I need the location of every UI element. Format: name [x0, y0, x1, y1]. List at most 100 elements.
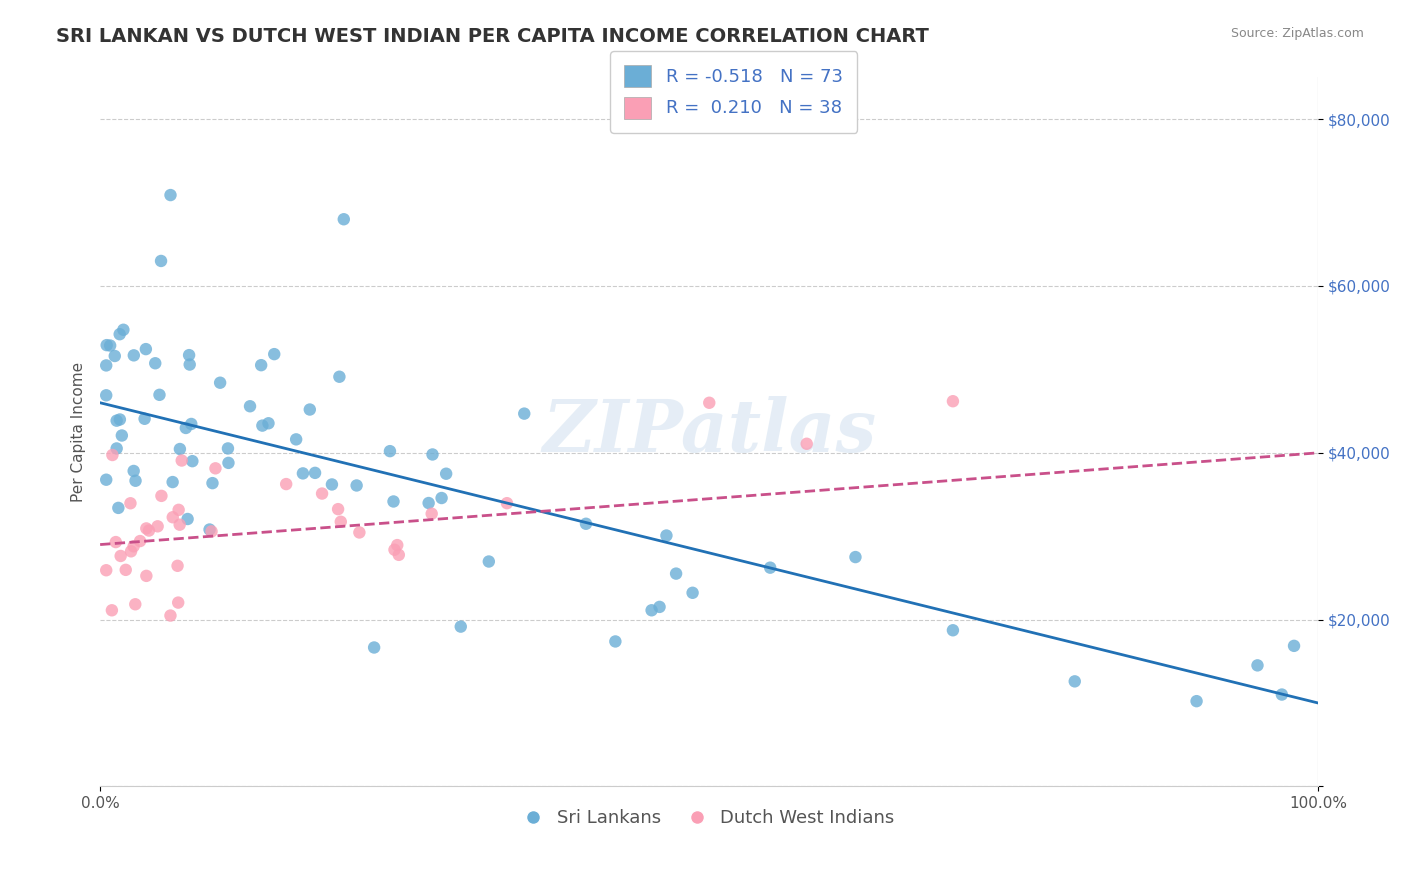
Point: [181, 454, 204, 468]
Point: [159, 188, 181, 202]
Point: [104, 349, 127, 363]
Point: [201, 476, 224, 491]
Point: [759, 560, 782, 574]
Point: [665, 566, 688, 581]
Text: Source: ZipAtlas.com: Source: ZipAtlas.com: [1230, 27, 1364, 40]
Point: [96, 473, 118, 487]
Point: [349, 525, 371, 540]
Point: [605, 634, 627, 648]
Point: [101, 603, 124, 617]
Point: [513, 407, 536, 421]
Legend: Sri Lankans, Dutch West Indians: Sri Lankans, Dutch West Indians: [517, 802, 901, 834]
Point: [942, 394, 965, 409]
Point: [363, 640, 385, 655]
Point: [114, 563, 136, 577]
Point: [176, 512, 198, 526]
Point: [204, 461, 226, 475]
Point: [177, 348, 200, 362]
Point: [107, 500, 129, 515]
Point: [329, 515, 352, 529]
Point: [328, 369, 350, 384]
Point: [159, 608, 181, 623]
Point: [169, 517, 191, 532]
Point: [1063, 674, 1085, 689]
Point: [217, 456, 239, 470]
Point: [180, 417, 202, 431]
Point: [682, 586, 704, 600]
Point: [96, 338, 118, 352]
Point: [143, 356, 166, 370]
Point: [388, 548, 411, 562]
Point: [434, 467, 457, 481]
Point: [129, 534, 152, 549]
Point: [120, 496, 142, 510]
Point: [942, 624, 965, 638]
Point: [655, 528, 678, 542]
Point: [96, 359, 118, 373]
Point: [98, 338, 121, 352]
Point: [640, 603, 662, 617]
Point: [96, 563, 118, 577]
Point: [124, 597, 146, 611]
Point: [108, 412, 131, 426]
Point: [110, 549, 132, 563]
Point: [101, 448, 124, 462]
Point: [146, 519, 169, 533]
Point: [648, 599, 671, 614]
Point: [333, 212, 356, 227]
Point: [122, 539, 145, 553]
Point: [148, 388, 170, 402]
Point: [150, 254, 173, 268]
Point: [430, 491, 453, 505]
Point: [263, 347, 285, 361]
Point: [124, 474, 146, 488]
Point: [96, 388, 118, 402]
Point: [420, 507, 443, 521]
Point: [166, 558, 188, 573]
Point: [378, 444, 401, 458]
Point: [250, 358, 273, 372]
Point: [122, 464, 145, 478]
Point: [276, 477, 298, 491]
Point: [321, 477, 343, 491]
Point: [111, 428, 134, 442]
Point: [496, 496, 519, 510]
Point: [138, 524, 160, 538]
Point: [162, 475, 184, 489]
Point: [120, 544, 142, 558]
Text: ZIPatlas: ZIPatlas: [543, 396, 876, 467]
Point: [304, 466, 326, 480]
Point: [112, 323, 135, 337]
Point: [387, 538, 409, 552]
Point: [135, 569, 157, 583]
Point: [291, 467, 314, 481]
Point: [252, 418, 274, 433]
Point: [105, 414, 128, 428]
Point: [217, 442, 239, 456]
Point: [285, 433, 308, 447]
Point: [200, 524, 222, 539]
Point: [1271, 688, 1294, 702]
Point: [198, 523, 221, 537]
Point: [122, 348, 145, 362]
Point: [170, 453, 193, 467]
Point: [298, 402, 321, 417]
Point: [239, 399, 262, 413]
Y-axis label: Per Capita Income: Per Capita Income: [72, 362, 86, 502]
Point: [167, 596, 190, 610]
Point: [150, 489, 173, 503]
Point: [1246, 658, 1268, 673]
Point: [134, 411, 156, 425]
Point: [167, 503, 190, 517]
Point: [174, 421, 197, 435]
Point: [257, 417, 280, 431]
Point: [796, 437, 818, 451]
Point: [108, 327, 131, 342]
Point: [418, 496, 440, 510]
Point: [326, 502, 349, 516]
Point: [575, 516, 598, 531]
Point: [179, 358, 201, 372]
Point: [209, 376, 232, 390]
Point: [311, 486, 333, 500]
Point: [105, 442, 128, 456]
